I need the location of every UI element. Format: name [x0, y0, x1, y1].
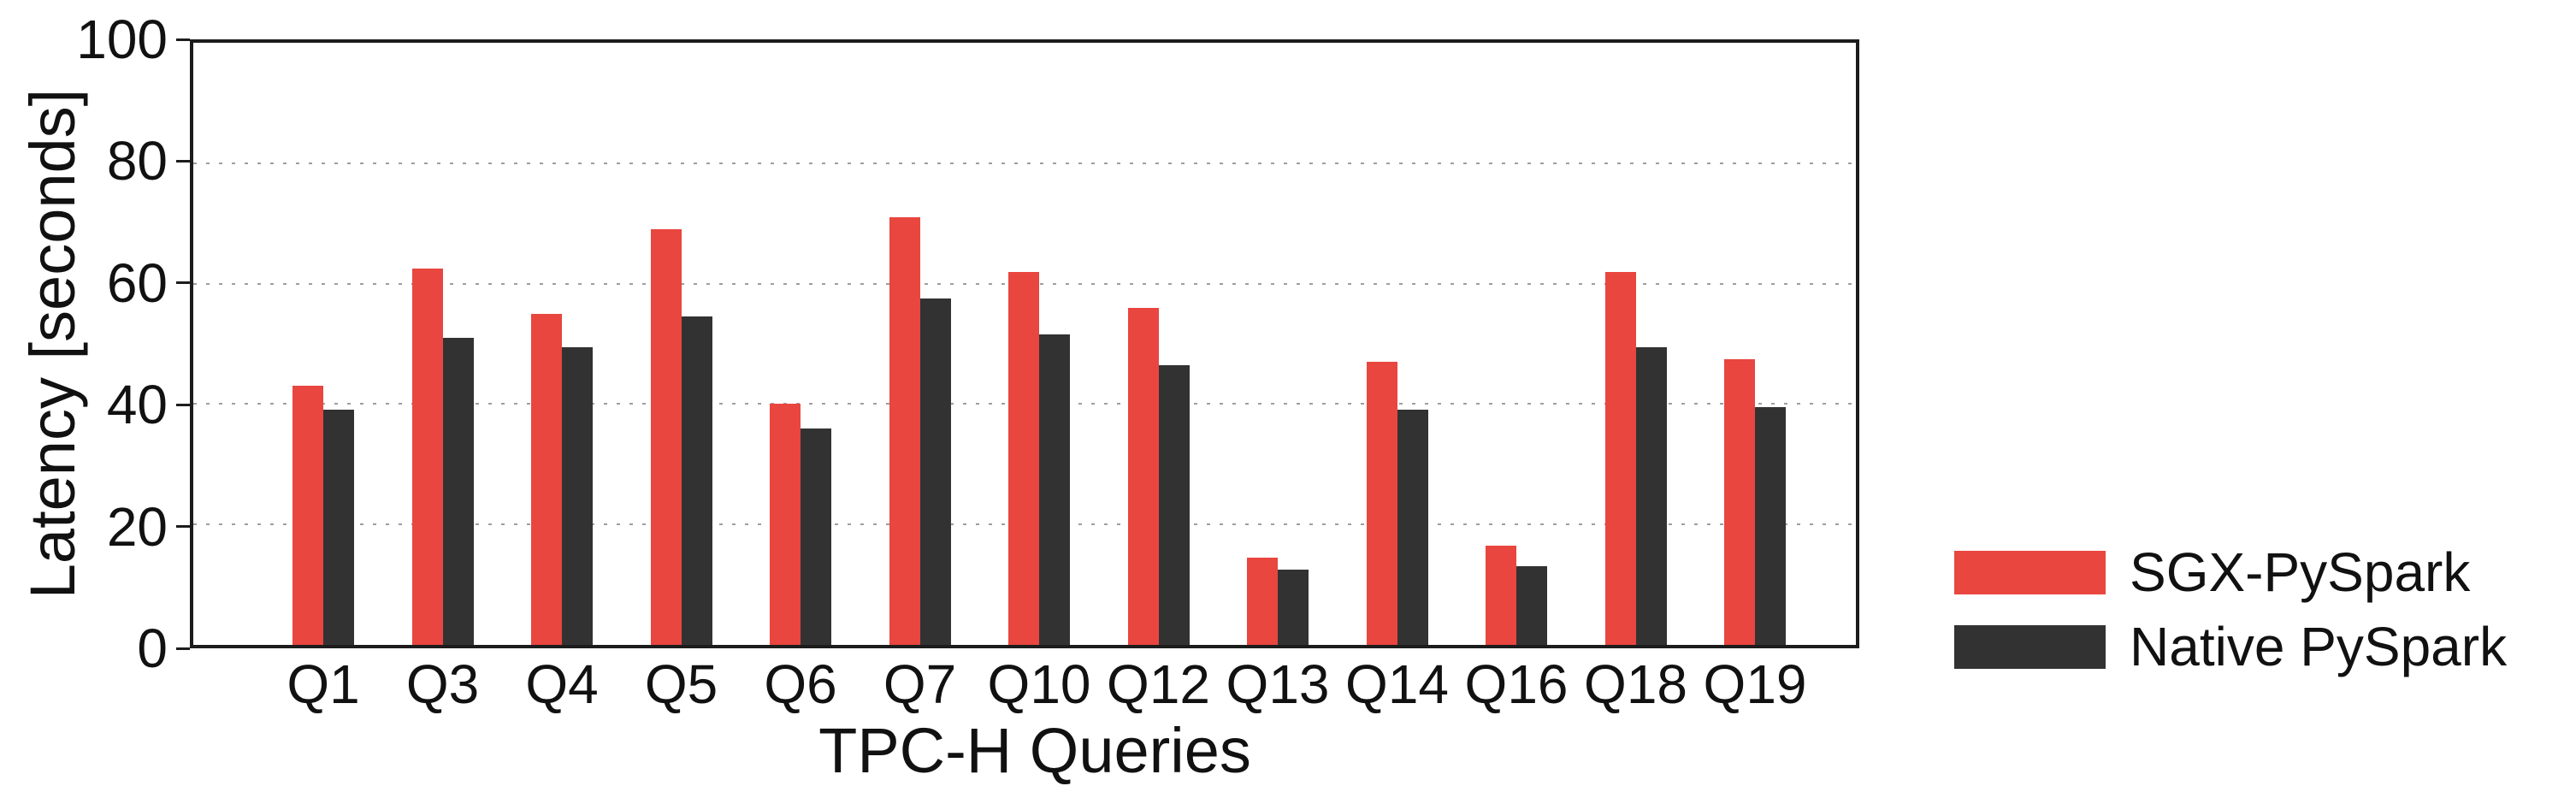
x-tick-label-q14: Q14	[1345, 653, 1450, 715]
bar-q4-sgx	[531, 313, 563, 645]
y-tick-20	[176, 525, 190, 529]
y-tick-label-0: 0	[137, 618, 168, 679]
x-tick-label-q5: Q5	[644, 653, 718, 715]
y-tick-label-60: 60	[106, 251, 168, 314]
bar-q1-native	[323, 410, 355, 645]
bar-q3-sgx	[411, 269, 443, 645]
bar-q13-native	[1278, 570, 1309, 645]
x-tick-label-q16: Q16	[1464, 653, 1569, 715]
y-tick-label-40: 40	[106, 374, 168, 436]
bar-q5-native	[681, 316, 712, 645]
legend-item-sgx-pyspark: SGX-PySpark	[1954, 545, 2507, 600]
bar-q16-native	[1516, 566, 1548, 645]
y-tick-100	[176, 38, 190, 41]
legend-swatch-sgx-pyspark	[1954, 550, 2106, 594]
y-tick-0	[176, 647, 190, 650]
bar-q6-native	[801, 428, 832, 645]
x-tick-label-q6: Q6	[764, 653, 837, 715]
y-tick-label-100: 100	[76, 9, 168, 70]
bar-q12-native	[1158, 364, 1190, 645]
gridline-80	[193, 162, 1856, 164]
x-tick-labels: Q1 Q3 Q4 Q5 Q6 Q7 Q10 Q12 Q13 Q14 Q16 Q18 Q19	[193, 657, 1856, 717]
legend-label-sgx-pyspark: SGX-PySpark	[2130, 541, 2471, 603]
bar-q6-sgx	[770, 404, 801, 645]
x-tick-label-q18: Q18	[1584, 653, 1688, 715]
y-tick-label-20: 20	[106, 495, 168, 558]
legend-swatch-native-pyspark	[1954, 624, 2106, 669]
x-tick-label-q1: Q1	[287, 653, 360, 715]
bar-q10-sgx	[1008, 271, 1040, 645]
x-axis-label: TPC-H Queries	[818, 715, 1251, 786]
legend-item-native-pyspark: Native PySpark	[1954, 619, 2507, 674]
bar-q3-native	[442, 337, 474, 645]
bar-q7-native	[919, 298, 951, 645]
bar-q18-native	[1635, 346, 1667, 645]
bar-q16-sgx	[1486, 545, 1517, 645]
y-tick-label-80: 80	[106, 130, 168, 192]
bar-q18-sgx	[1604, 271, 1636, 645]
y-tick-80	[176, 159, 190, 163]
x-tick-label-q3: Q3	[405, 653, 480, 715]
plot-area	[190, 39, 1859, 648]
y-tick-labels: 0 20 40 60 80 100	[0, 12, 168, 676]
x-tick-label-q4: Q4	[525, 653, 599, 715]
bar-q19-sgx	[1724, 358, 1756, 645]
bar-q1-sgx	[292, 386, 324, 645]
y-axis-ticks	[176, 38, 190, 650]
x-tick-label-q19: Q19	[1703, 653, 1807, 715]
bar-q19-native	[1755, 406, 1787, 645]
bar-q10-native	[1039, 334, 1071, 645]
x-tick-label-q12: Q12	[1107, 653, 1210, 715]
bar-q5-sgx	[650, 229, 682, 645]
x-tick-label-q7: Q7	[883, 653, 957, 715]
x-tick-label-q13: Q13	[1226, 653, 1330, 715]
bar-q4-native	[562, 346, 594, 645]
legend: SGX-PySpark Native PySpark	[1954, 545, 2507, 674]
bar-q14-sgx	[1366, 362, 1397, 645]
y-tick-40	[176, 403, 190, 406]
legend-label-native-pyspark: Native PySpark	[2130, 616, 2508, 677]
bar-q12-sgx	[1127, 307, 1159, 645]
bar-q7-sgx	[889, 217, 920, 645]
bar-q14-native	[1397, 410, 1428, 645]
bar-q13-sgx	[1247, 557, 1279, 645]
x-tick-label-q10: Q10	[987, 653, 1091, 715]
y-tick-60	[176, 281, 190, 285]
